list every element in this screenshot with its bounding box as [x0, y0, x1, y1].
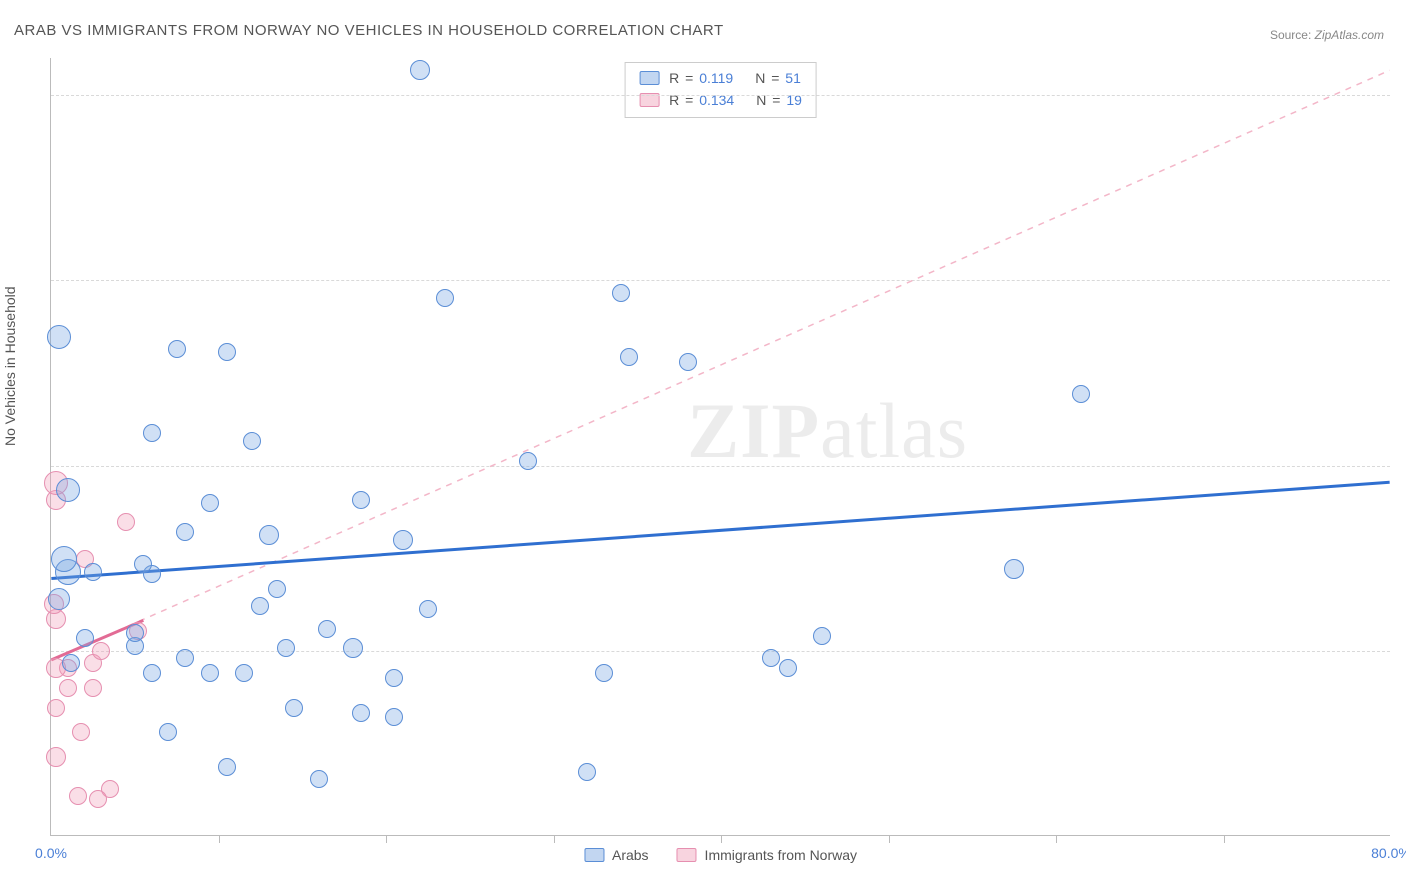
chart-plot-area: ZIPatlas R = 0.119 N = 51 R = 0.134 N = … [50, 58, 1390, 836]
legend-item-norway: Immigrants from Norway [677, 847, 857, 863]
data-point [595, 664, 613, 682]
data-point [218, 343, 236, 361]
data-point [813, 627, 831, 645]
gridline [51, 651, 1390, 652]
y-axis-label: No Vehicles in Household [2, 286, 18, 446]
data-point [762, 649, 780, 667]
data-point [343, 638, 363, 658]
data-point [69, 787, 87, 805]
gridline [51, 466, 1390, 467]
source-attribution: Source: ZipAtlas.com [1270, 28, 1384, 42]
data-point [56, 478, 80, 502]
data-point [419, 600, 437, 618]
data-point [46, 747, 66, 767]
source-label: Source: [1270, 28, 1311, 42]
data-point [352, 704, 370, 722]
data-point [243, 432, 261, 450]
data-point [59, 679, 77, 697]
data-point [159, 723, 177, 741]
data-point [259, 525, 279, 545]
swatch-pink-icon [677, 848, 697, 862]
gridline [51, 280, 1390, 281]
legend-label-arabs: Arabs [612, 847, 649, 863]
x-tick [1056, 835, 1057, 843]
x-tick [889, 835, 890, 843]
data-point [679, 353, 697, 371]
data-point [218, 758, 236, 776]
data-point [519, 452, 537, 470]
data-point [84, 563, 102, 581]
data-point [76, 629, 94, 647]
data-point [410, 60, 430, 80]
legend-label-norway: Immigrants from Norway [705, 847, 857, 863]
data-point [201, 494, 219, 512]
x-tick [386, 835, 387, 843]
source-value: ZipAtlas.com [1315, 28, 1384, 42]
x-tick-label: 80.0% [1371, 845, 1406, 861]
x-tick [219, 835, 220, 843]
data-point [176, 649, 194, 667]
data-point [779, 659, 797, 677]
swatch-blue [639, 71, 659, 85]
data-point [385, 708, 403, 726]
swatch-blue-icon [584, 848, 604, 862]
legend-row-norway: R = 0.134 N = 19 [639, 89, 802, 111]
legend-row-arabs: R = 0.119 N = 51 [639, 67, 802, 89]
data-point [51, 546, 77, 572]
data-point [578, 763, 596, 781]
data-point [277, 639, 295, 657]
data-point [310, 770, 328, 788]
data-point [612, 284, 630, 302]
data-point [89, 790, 107, 808]
data-point [285, 699, 303, 717]
data-point [72, 723, 90, 741]
data-point [168, 340, 186, 358]
data-point [62, 654, 80, 672]
x-tick-label: 0.0% [35, 845, 67, 861]
data-point [251, 597, 269, 615]
data-point [143, 664, 161, 682]
series-legend: Arabs Immigrants from Norway [584, 847, 857, 863]
data-point [134, 555, 152, 573]
data-point [1004, 559, 1024, 579]
x-tick [1224, 835, 1225, 843]
data-point [126, 624, 144, 642]
data-point [385, 669, 403, 687]
data-point [84, 679, 102, 697]
data-point [143, 424, 161, 442]
data-point [436, 289, 454, 307]
data-point [47, 325, 71, 349]
data-point [92, 642, 110, 660]
data-point [352, 491, 370, 509]
data-point [318, 620, 336, 638]
gridline [51, 95, 1390, 96]
correlation-legend: R = 0.119 N = 51 R = 0.134 N = 19 [624, 62, 817, 118]
data-point [176, 523, 194, 541]
chart-title: ARAB VS IMMIGRANTS FROM NORWAY NO VEHICL… [14, 22, 724, 39]
data-point [1072, 385, 1090, 403]
data-point [393, 530, 413, 550]
data-point [201, 664, 219, 682]
x-tick [721, 835, 722, 843]
data-point [48, 588, 70, 610]
data-point [620, 348, 638, 366]
data-point [268, 580, 286, 598]
x-tick [554, 835, 555, 843]
data-point [235, 664, 253, 682]
watermark: ZIPatlas [687, 386, 968, 476]
data-point [47, 699, 65, 717]
legend-item-arabs: Arabs [584, 847, 649, 863]
data-point [117, 513, 135, 531]
